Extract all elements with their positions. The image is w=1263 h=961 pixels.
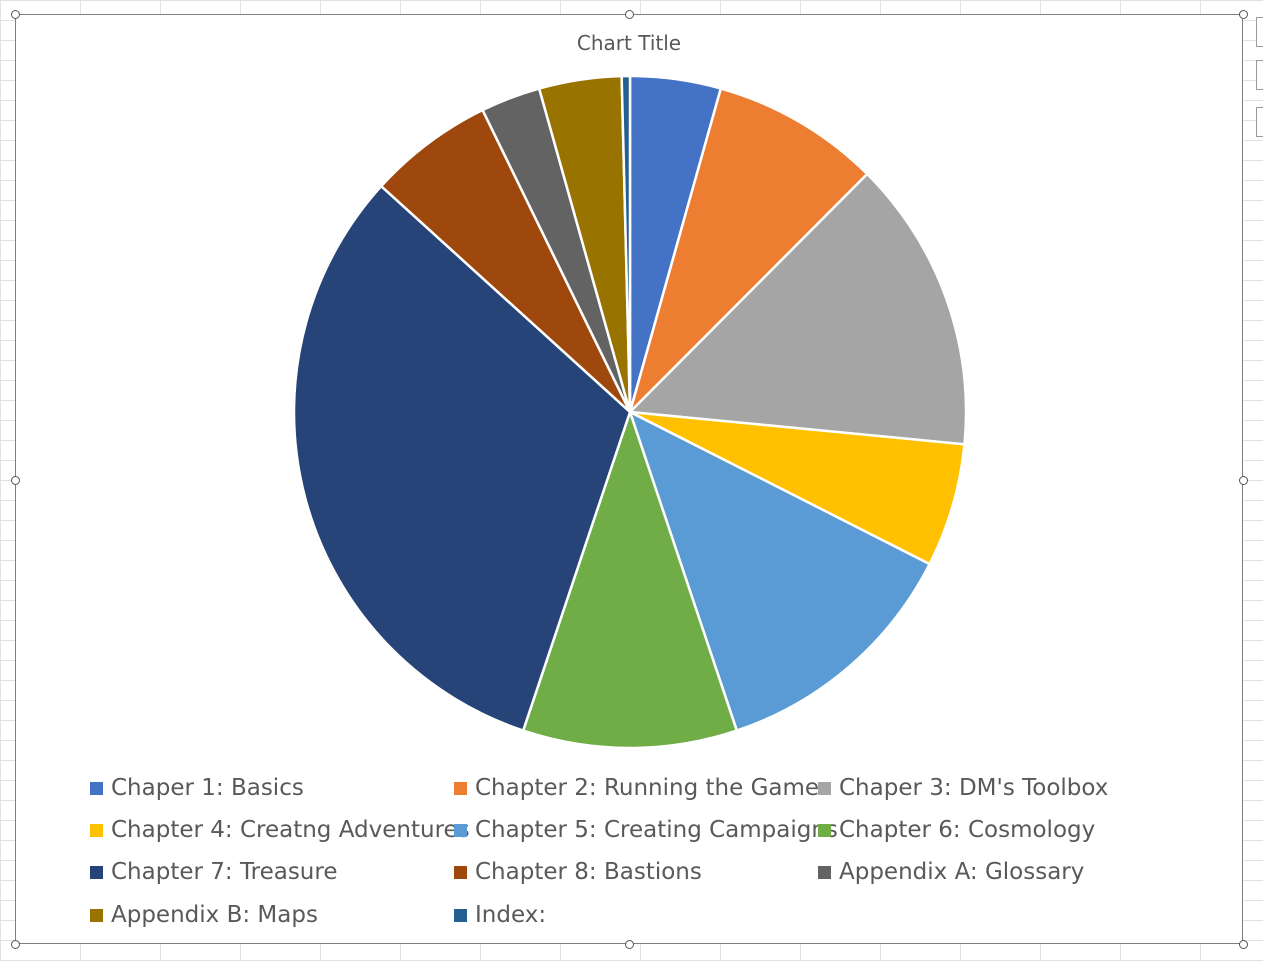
legend-item-7[interactable]: Chapter 7: Treasure	[90, 859, 338, 885]
legend-swatch	[454, 823, 467, 837]
legend-swatch	[818, 865, 831, 879]
chart-filters-button[interactable]	[1256, 107, 1263, 137]
pie-slice-7[interactable]	[292, 184, 632, 732]
legend-item-9[interactable]: Appendix A: Glossary	[818, 859, 1084, 885]
legend-item-11[interactable]: Index:	[454, 902, 546, 928]
legend-item-3[interactable]: Chaper 3: DM's Toolbox	[818, 775, 1108, 801]
legend-item-6[interactable]: Chapter 6: Cosmology	[818, 817, 1095, 843]
pie-slice-11[interactable]	[620, 74, 632, 414]
legend-swatch	[454, 781, 467, 795]
legend-label: Chapter 4: Creatng Adventures	[111, 817, 470, 843]
legend-label: Chapter 7: Treasure	[111, 859, 338, 885]
legend-swatch	[90, 781, 103, 795]
chart-elements-button[interactable]	[1256, 17, 1263, 47]
legend-swatch	[818, 823, 831, 837]
legend-item-8[interactable]: Chapter 8: Bastions	[454, 859, 702, 885]
resize-handle-top-left[interactable]	[11, 10, 20, 19]
pie-slice-5[interactable]	[628, 410, 931, 732]
legend-swatch	[454, 865, 467, 879]
legend-label: Chapter 2: Running the Game	[475, 775, 820, 801]
legend-label: Appendix B: Maps	[111, 902, 318, 928]
pie-chart	[292, 74, 968, 750]
legend-item-4[interactable]: Chapter 4: Creatng Adventures	[90, 817, 470, 843]
legend-label: Chaper 3: DM's Toolbox	[839, 775, 1109, 801]
resize-handle-left[interactable]	[11, 476, 20, 485]
chart-title[interactable]: Chart Title	[576, 31, 682, 55]
chart-styles-button[interactable]	[1256, 60, 1263, 90]
pie-slice-4[interactable]	[628, 410, 966, 566]
resize-handle-top[interactable]	[625, 10, 634, 19]
legend-label: Chapter 6: Cosmology	[839, 817, 1096, 843]
pie-slice-6[interactable]	[521, 410, 739, 750]
legend-label: Chaper 1: Basics	[111, 775, 304, 801]
legend-label: Appendix A: Glossary	[839, 859, 1085, 885]
legend-swatch	[90, 908, 103, 922]
legend-label: Chapter 5: Creating Campaigns	[475, 817, 838, 843]
legend-swatch	[90, 823, 103, 837]
pie-slice-3[interactable]	[628, 172, 968, 446]
resize-handle-bottom-left[interactable]	[11, 940, 20, 949]
pie-slice-8[interactable]	[379, 108, 632, 414]
resize-handle-bottom[interactable]	[625, 940, 634, 949]
legend-item-5[interactable]: Chapter 5: Creating Campaigns	[454, 817, 838, 843]
legend-item-10[interactable]: Appendix B: Maps	[90, 902, 318, 928]
pie-slice-2[interactable]	[628, 87, 869, 414]
legend-swatch	[818, 781, 831, 795]
chart-area[interactable]: Chart Title Chaper 1: Basics Chapter 2: R…	[11, 10, 1248, 949]
resize-handle-right[interactable]	[1239, 476, 1248, 485]
resize-handle-top-right[interactable]	[1239, 10, 1248, 19]
legend-item-2[interactable]: Chapter 2: Running the Game	[454, 775, 819, 801]
legend-swatch	[90, 865, 103, 879]
legend-swatch	[454, 908, 467, 922]
legend-item-1[interactable]: Chaper 1: Basics	[90, 775, 304, 801]
resize-handle-bottom-right[interactable]	[1239, 940, 1248, 949]
legend-label: Chapter 8: Bastions	[475, 859, 702, 885]
legend-label: Index:	[475, 902, 547, 928]
